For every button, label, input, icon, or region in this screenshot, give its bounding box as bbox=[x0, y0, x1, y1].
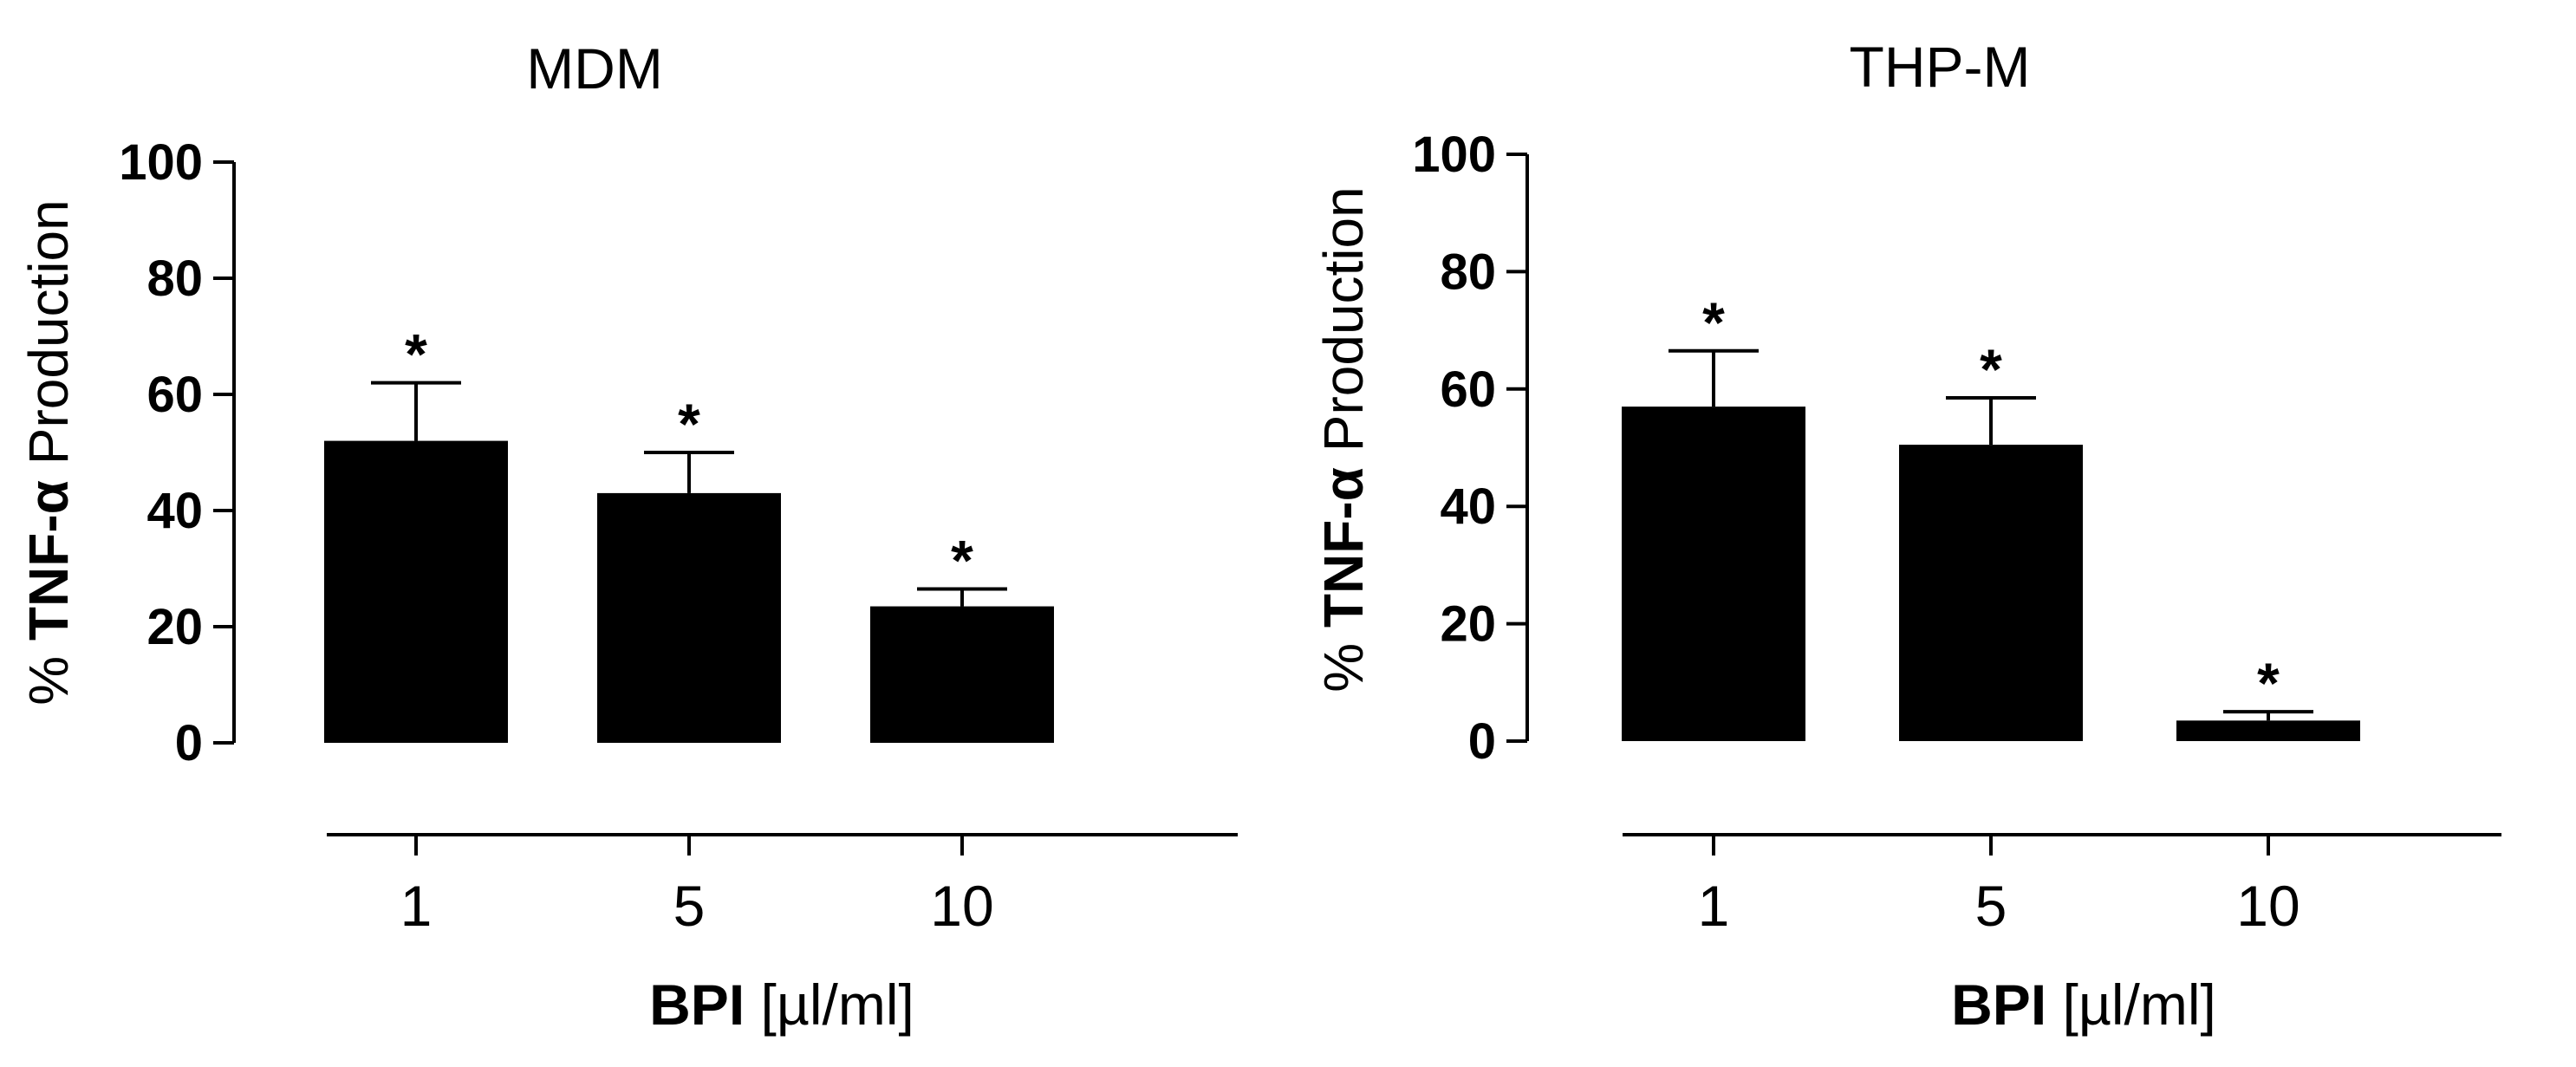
significance-marker: * bbox=[678, 392, 700, 456]
x-tick-label: 1 bbox=[400, 874, 433, 938]
y-tick-label: 60 bbox=[146, 367, 203, 423]
y-tick-label: 40 bbox=[1440, 478, 1496, 535]
y-axis-label: % TNF-α Production bbox=[17, 199, 80, 706]
y-tick-label: 20 bbox=[146, 599, 203, 655]
y-tick-label: 60 bbox=[1440, 361, 1496, 418]
y-tick-label: 0 bbox=[175, 715, 203, 771]
bar bbox=[1899, 445, 2083, 741]
y-tick-label: 0 bbox=[1468, 713, 1496, 770]
x-axis-label: BPI [µl/ml] bbox=[649, 973, 914, 1037]
bar bbox=[1622, 407, 1805, 741]
y-tick-label: 100 bbox=[119, 134, 203, 191]
y-tick-label: 80 bbox=[146, 250, 203, 307]
x-tick-label: 5 bbox=[673, 874, 706, 938]
significance-marker: * bbox=[951, 528, 973, 592]
y-tick-label: 20 bbox=[1440, 596, 1496, 653]
x-tick-label: 5 bbox=[1975, 874, 2007, 938]
x-tick-label: 10 bbox=[2236, 874, 2300, 938]
bar bbox=[324, 440, 508, 743]
significance-marker: * bbox=[405, 322, 427, 387]
x-axis-label: BPI [µl/ml] bbox=[1951, 973, 2216, 1037]
y-axis-label-rest: Production bbox=[1312, 186, 1375, 452]
y-axis-label-prefix: % bbox=[1312, 643, 1375, 693]
x-axis-label-rest: [µl/ml] bbox=[761, 973, 914, 1037]
x-axis-label-bold: BPI bbox=[649, 973, 745, 1037]
y-tick-label: 80 bbox=[1440, 244, 1496, 300]
bar bbox=[870, 606, 1054, 743]
y-axis-label: % TNF-α Production bbox=[1312, 186, 1375, 693]
significance-marker: * bbox=[1980, 337, 2002, 401]
significance-marker: * bbox=[1702, 290, 1725, 355]
y-tick-label: 40 bbox=[146, 483, 203, 539]
chart-title: THP-M bbox=[1850, 35, 2031, 99]
x-tick-label: 10 bbox=[930, 874, 993, 938]
y-axis-label-prefix: % bbox=[17, 656, 80, 706]
chart-title: MDM bbox=[526, 36, 663, 101]
y-axis-label-bold: TNF-α bbox=[1312, 467, 1375, 628]
y-tick-label: 100 bbox=[1412, 127, 1496, 183]
x-axis-label-bold: BPI bbox=[1951, 973, 2046, 1037]
x-axis-label-rest: [µl/ml] bbox=[2063, 973, 2216, 1037]
x-tick-label: 1 bbox=[1698, 874, 1730, 938]
significance-marker: * bbox=[2257, 651, 2280, 715]
y-axis-label-rest: Production bbox=[17, 199, 80, 465]
bar bbox=[2176, 720, 2360, 741]
y-axis-label-bold: TNF-α bbox=[17, 480, 80, 641]
bar bbox=[597, 492, 781, 743]
